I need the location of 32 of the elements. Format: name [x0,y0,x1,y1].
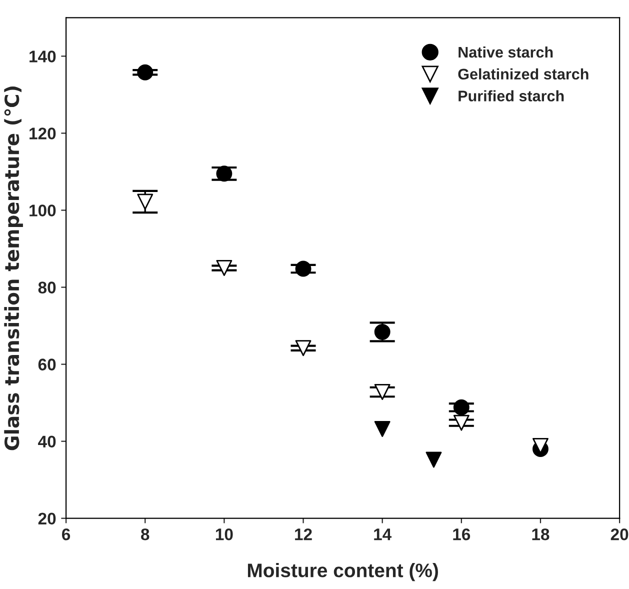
x-tick-label: 12 [295,528,312,540]
y-tick-label: 60 [38,358,56,370]
point [453,399,470,416]
point [137,64,154,80]
x-tick-label: 18 [532,528,550,540]
x-tick-label: 6 [62,528,70,540]
x-axis-title: Moisture content (%) [248,563,438,582]
legend-label: Purified starch [458,90,564,102]
point [374,420,390,437]
x-tick-label: 8 [141,528,150,540]
legend-label: Native starch [458,46,553,58]
point [426,452,442,468]
y-tick-label: 80 [38,282,56,294]
legend-label: Gelatinized starch [458,68,588,80]
x-tick-label: 14 [374,528,392,540]
x-tick-label: 16 [453,528,470,540]
y-tick-label: 20 [38,512,56,525]
y-tick-label: 40 [38,436,56,448]
y-axis-title: Glass transition temperature (℃) [4,86,23,450]
point [374,384,390,400]
point [137,194,154,210]
x-tick-label: 10 [216,528,233,540]
point [216,166,232,182]
y-tick-label: 120 [30,128,56,140]
y-tick-label: 140 [30,50,56,62]
point [295,260,312,277]
x-tick-label: 20 [610,528,628,540]
point [216,260,232,276]
point [374,324,390,340]
y-tick-label: 100 [30,204,56,216]
point [295,340,312,356]
point [453,414,470,431]
